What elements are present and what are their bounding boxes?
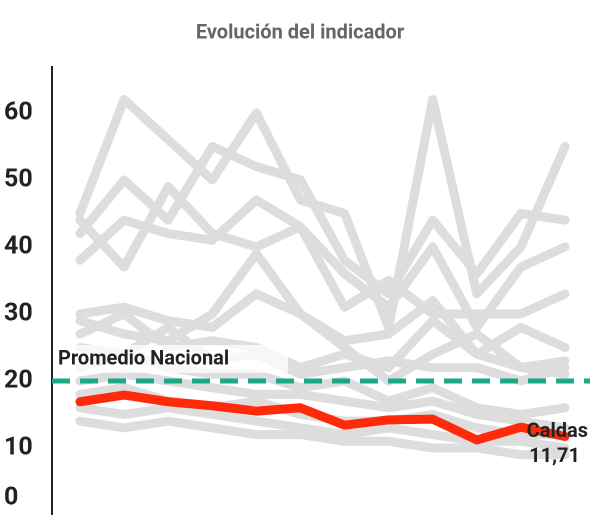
series-label: Caldas — [527, 418, 588, 442]
y-tick-label: 20 — [4, 366, 33, 395]
background-line — [75, 309, 570, 379]
y-tick-label: 50 — [4, 165, 33, 194]
data-label: 11,71 — [529, 443, 580, 467]
y-tick-label: 30 — [4, 299, 33, 328]
background-line — [75, 95, 570, 332]
background-line — [75, 416, 570, 460]
average-label-bg — [56, 344, 288, 373]
highlight-line — [75, 390, 570, 445]
y-tick-label: 10 — [4, 433, 33, 462]
average-label: Promedio Nacional — [58, 345, 229, 369]
y-tick-label: 0 — [4, 483, 18, 512]
background-line — [75, 182, 570, 319]
background-line — [75, 141, 570, 299]
chart-title: Evolución del indicador — [196, 19, 405, 43]
y-tick-label: 60 — [4, 98, 33, 127]
background-line — [75, 322, 570, 386]
y-tick-label: 40 — [4, 232, 33, 261]
background-line — [75, 369, 570, 433]
